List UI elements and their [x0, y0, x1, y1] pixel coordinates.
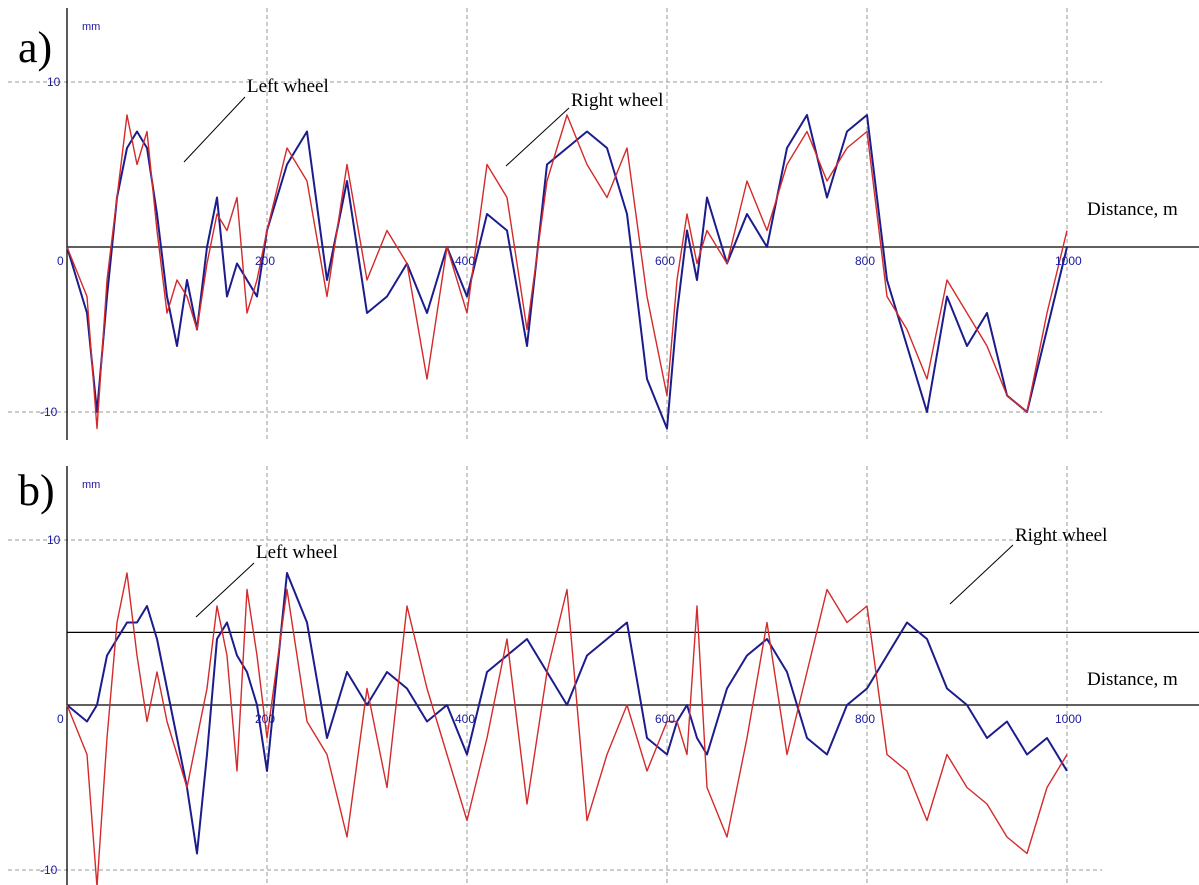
series-line-right-wheel — [66, 114, 1068, 430]
annotation-leader-left-wheel-b — [195, 562, 255, 618]
x-axis-label-b: Distance, m — [1087, 669, 1178, 690]
annotation-left-wheel-b: Left wheel — [256, 542, 338, 563]
annotation-leader-left-wheel-a — [183, 96, 246, 163]
x-tick-label: 600 — [655, 712, 675, 726]
x-tick-label: 600 — [655, 254, 675, 268]
annotation-left-wheel-a: Left wheel — [247, 76, 329, 97]
annotation-leader-right-wheel-a — [505, 107, 570, 167]
series-line-right-wheel — [66, 572, 1068, 885]
x-tick-label: 800 — [855, 254, 875, 268]
x-tick-label: 200 — [255, 712, 275, 726]
panel-label-a: a) — [18, 23, 52, 72]
x-tick-label: 800 — [855, 712, 875, 726]
plot-layer-0: 0 200 400 600 800 1000 10 -10 — [8, 8, 1199, 440]
plot-layer-1: 0 200 400 600 800 1000 10 -10 — [8, 466, 1199, 885]
x-tick-label: 400 — [455, 712, 475, 726]
y-tick-label: -10 — [40, 405, 58, 419]
panel-b: 0 200 400 600 800 1000 10 -10 b) mm Distance, m… — [8, 466, 1199, 885]
annotation-right-wheel-b: Right wheel — [1015, 525, 1107, 546]
x-axis-label-a: Distance, m — [1087, 199, 1178, 220]
y-tick-label: 10 — [47, 75, 61, 89]
series-line-left-wheel — [66, 572, 1068, 855]
x-tick-label: 0 — [57, 254, 64, 268]
x-tick-label: 0 — [57, 712, 64, 726]
series-line-left-wheel — [66, 114, 1068, 430]
y-unit-label-b: mm — [82, 479, 100, 491]
x-tick-label: 200 — [255, 254, 275, 268]
y-unit-label-a: mm — [82, 21, 100, 33]
x-tick-label: 1000 — [1055, 254, 1082, 268]
y-tick-label: -10 — [40, 863, 58, 877]
annotation-leader-right-wheel-b — [949, 544, 1014, 605]
x-tick-label: 1000 — [1055, 712, 1082, 726]
panel-a: 0 200 400 600 800 1000 10 -10 a) mm Distance, m… — [8, 8, 1199, 440]
x-tick-label: 400 — [455, 254, 475, 268]
annotation-right-wheel-a: Right wheel — [571, 90, 663, 111]
y-tick-label: 10 — [47, 533, 61, 547]
panel-label-b: b) — [18, 466, 55, 515]
